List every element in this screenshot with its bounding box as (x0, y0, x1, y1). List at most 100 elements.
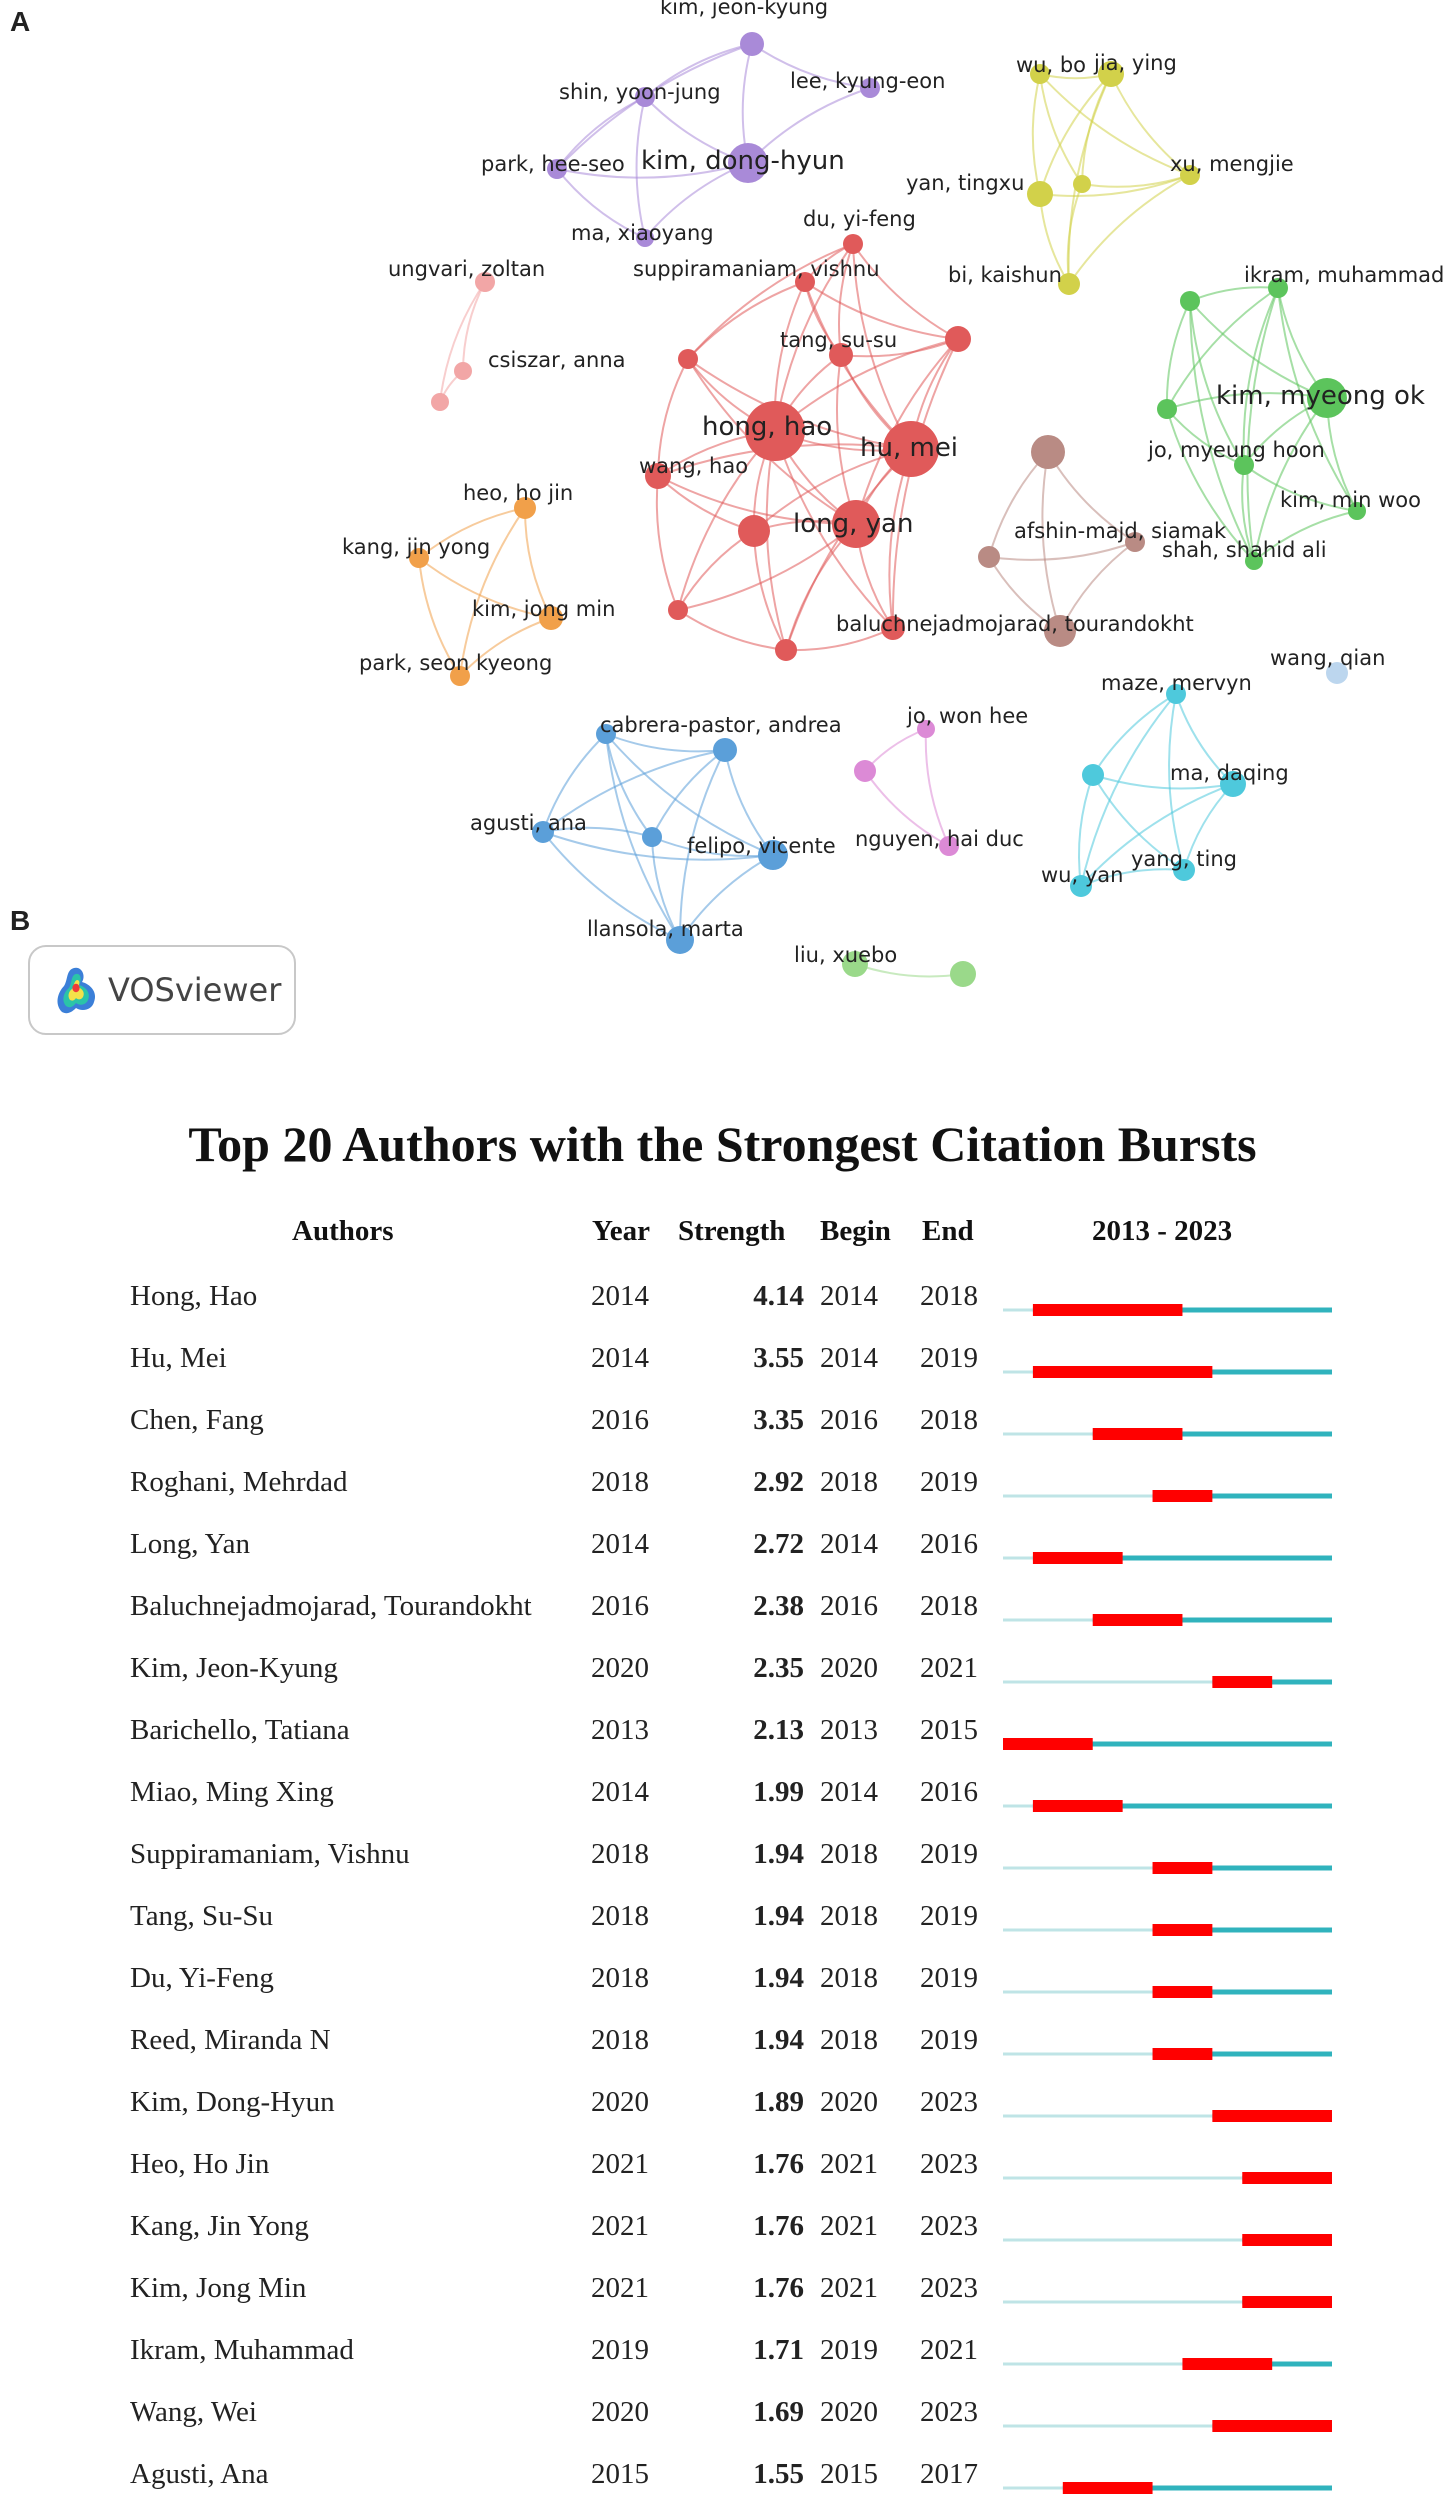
timeline-active-segment (1092, 1617, 1332, 1623)
panel-a-label: A (10, 6, 31, 37)
row-author: Du, Yi-Feng (130, 1962, 274, 1994)
network-node-label: ungvari, zoltan (388, 257, 545, 281)
timeline-inactive-segment (1003, 2238, 1243, 2242)
row-strength: 1.69 (753, 2396, 804, 2428)
header-authors: Authors (292, 1215, 394, 1247)
timeline-active-segment (1152, 2051, 1332, 2057)
network-edge (1189, 286, 1279, 302)
network-node (547, 159, 567, 179)
timeline-inactive-segment (1003, 1990, 1153, 1994)
network-edge (1168, 693, 1185, 871)
network-node-label: maze, mervyn (1101, 671, 1252, 695)
network-node (978, 546, 1000, 568)
row-end: 2019 (920, 1466, 978, 1498)
network-node-label: xu, mengjie (1170, 152, 1294, 176)
network-node-label: kim, jeon-kyung (660, 0, 828, 19)
row-year: 2014 (591, 1528, 649, 1560)
network-edge (542, 831, 774, 861)
network-node-label: shin, yoon-jung (559, 80, 721, 104)
network-edge (1080, 693, 1177, 887)
timeline-active-segment (1242, 2237, 1332, 2243)
row-begin: 2021 (820, 2148, 878, 2180)
network-node (713, 738, 737, 762)
network-edge (556, 162, 749, 179)
row-year: 2015 (591, 2458, 649, 2490)
timeline-inactive-segment (1003, 2114, 1213, 2118)
network-node (728, 143, 768, 183)
row-begin: 2020 (820, 1652, 878, 1684)
burst-bar (1092, 1428, 1183, 1440)
network-node (475, 272, 495, 292)
burst-bar (1242, 2296, 1332, 2308)
network-edge (677, 530, 755, 611)
network-node (431, 393, 449, 411)
network-edge (1166, 408, 1255, 562)
timeline-inactive-segment (1003, 1370, 1033, 1374)
burst-bar (1212, 2420, 1332, 2432)
row-strength: 1.94 (753, 1900, 804, 1932)
network-node (939, 836, 959, 856)
network-edge (542, 733, 607, 833)
burst-bar (1152, 1862, 1213, 1874)
network-edge (1246, 287, 1279, 562)
network-edge (678, 749, 726, 941)
row-begin: 2019 (820, 2334, 878, 2366)
row-end: 2019 (920, 1838, 978, 1870)
row-year: 2020 (591, 2396, 649, 2428)
row-strength: 1.94 (753, 1962, 804, 1994)
network-node-label: kim, min woo (1280, 488, 1421, 512)
row-begin: 2021 (820, 2272, 878, 2304)
network-node-label: lee, kyung-eon (790, 69, 945, 93)
header-timeline-range: 2013 - 2023 (1092, 1215, 1233, 1247)
row-strength: 1.99 (753, 1776, 804, 1808)
row-author: Tang, Su-Su (130, 1900, 273, 1932)
timeline-inactive-segment (1003, 1680, 1213, 1684)
burst-bar (1212, 1676, 1273, 1688)
network-node-label: afshin-majd, siamak (1014, 519, 1227, 543)
network-node (409, 548, 429, 568)
network-edge (1080, 868, 1185, 887)
network-edge (1077, 774, 1094, 887)
network-node-label: cabrera-pastor, andrea (600, 713, 842, 737)
network-node-label: csiszar, anna (488, 348, 626, 372)
network-node (881, 616, 905, 640)
row-author: Kim, Dong-Hyun (130, 2086, 335, 2118)
row-begin: 2018 (820, 1962, 878, 1994)
burst-bar (1242, 2172, 1332, 2184)
row-end: 2023 (920, 2210, 978, 2242)
row-begin: 2014 (820, 1280, 878, 1312)
network-node (514, 497, 536, 519)
network-node (454, 362, 472, 380)
burst-bar (1152, 1924, 1213, 1936)
network-edge (651, 749, 726, 838)
row-author: Baluchnejadmojarad, Tourandokht (130, 1590, 532, 1622)
row-year: 2014 (591, 1280, 649, 1312)
network-node-label: park, seon kyeong (359, 651, 552, 675)
network-node (635, 87, 655, 107)
row-year: 2018 (591, 1466, 649, 1498)
network-node (860, 78, 880, 98)
row-author: Wang, Wei (130, 2396, 257, 2428)
network-node-label: kang, jin yong (342, 535, 490, 559)
row-year: 2021 (591, 2210, 649, 2242)
row-begin: 2015 (820, 2458, 878, 2490)
network-node-label: hong, hao (702, 412, 832, 442)
network-node (1268, 278, 1288, 298)
network-node (1082, 764, 1104, 786)
network-node (1073, 175, 1091, 193)
network-node-label: agusti, ana (470, 811, 587, 835)
network-node-label: kim, jong min (472, 597, 615, 621)
timeline-active-segment (1152, 1927, 1332, 1933)
burst-bar (1032, 1800, 1123, 1812)
network-edge (1031, 73, 1041, 195)
network-node-label: wang, hao (639, 454, 748, 478)
row-begin: 2016 (820, 1404, 878, 1436)
row-end: 2019 (920, 1342, 978, 1374)
row-begin: 2018 (820, 2024, 878, 2056)
network-node (1157, 399, 1177, 419)
network-node (1044, 615, 1076, 647)
network-node (950, 961, 976, 987)
burst-bar (1242, 2234, 1332, 2246)
network-edge (1166, 287, 1279, 410)
network-node (832, 500, 880, 548)
